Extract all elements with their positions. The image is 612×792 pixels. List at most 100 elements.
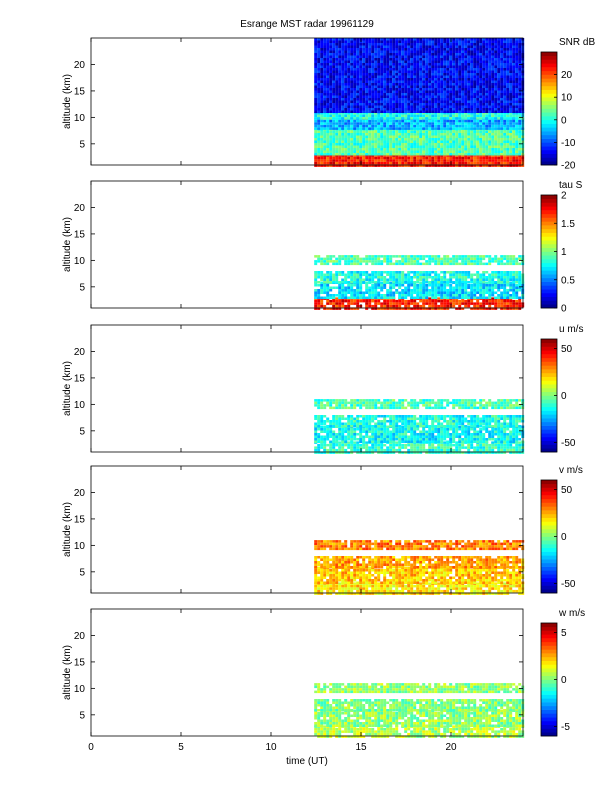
- snr-cell: [323, 159, 327, 162]
- tau-cell: [359, 281, 363, 284]
- snr-cell: [470, 140, 474, 143]
- snr-cell: [398, 153, 402, 156]
- snr-cell: [449, 48, 453, 51]
- snr-cell: [353, 53, 357, 56]
- snr-cell: [350, 98, 354, 101]
- snr-cell: [332, 153, 336, 156]
- snr-cell: [389, 38, 393, 41]
- tau-cell: [320, 273, 324, 276]
- snr-cell: [443, 80, 447, 83]
- snr-cell: [416, 90, 420, 93]
- snr-cell: [332, 161, 336, 165]
- tau-cell: [389, 284, 393, 287]
- snr-cell: [422, 93, 426, 96]
- snr-cell: [365, 83, 369, 86]
- tau-cell: [431, 257, 435, 261]
- snr-cell: [407, 78, 411, 81]
- snr-cell: [518, 43, 522, 46]
- snr-cell: [362, 108, 366, 111]
- snr-colorbar-step: [541, 153, 557, 158]
- tau-cell: [413, 255, 417, 258]
- snr-cell: [473, 55, 477, 58]
- snr-cell: [443, 75, 447, 78]
- tau-cell: [341, 289, 345, 292]
- snr-cell: [449, 150, 453, 153]
- snr-cell: [515, 135, 519, 138]
- snr-cell: [374, 50, 378, 53]
- tau-cell: [347, 289, 351, 292]
- tau-cell: [419, 255, 423, 258]
- tau-cell: [515, 299, 519, 303]
- snr-cell: [314, 50, 318, 53]
- snr-cell: [353, 135, 357, 138]
- tau-cell: [431, 284, 435, 287]
- snr-cell: [347, 110, 351, 113]
- snr-cell: [407, 156, 411, 160]
- snr-cell: [473, 154, 477, 157]
- snr-cell: [335, 164, 339, 167]
- snr-cell: [458, 98, 462, 101]
- tau-cell: [413, 286, 417, 289]
- snr-cell: [473, 117, 477, 120]
- snr-cell: [437, 43, 441, 46]
- snr-cell: [440, 40, 444, 43]
- snr-cell: [437, 55, 441, 58]
- tau-cell: [380, 289, 384, 292]
- snr-cell: [458, 112, 462, 115]
- tau-cell: [320, 271, 324, 274]
- tau-cell: [506, 289, 510, 292]
- snr-cell: [425, 153, 429, 156]
- tau-cell: [503, 307, 507, 310]
- tau-cell: [503, 276, 507, 279]
- snr-cell: [434, 53, 438, 56]
- snr-cell: [377, 43, 381, 46]
- snr-cell: [479, 93, 483, 96]
- tau-cell: [485, 286, 489, 289]
- snr-cell: [464, 156, 468, 160]
- snr-cell: [365, 127, 369, 130]
- snr-cell: [413, 114, 417, 118]
- snr-cell: [353, 140, 357, 143]
- snr-cell: [446, 112, 450, 115]
- snr-cell: [464, 110, 468, 113]
- snr-cell: [446, 154, 450, 157]
- snr-cell: [377, 119, 381, 123]
- snr-cell: [344, 63, 348, 66]
- snr-cell: [476, 53, 480, 56]
- snr-cell: [365, 75, 369, 78]
- snr-cell: [344, 83, 348, 86]
- snr-cell: [476, 156, 480, 160]
- snr-cell: [443, 45, 447, 48]
- snr-cell: [488, 48, 492, 51]
- tau-cell: [377, 286, 381, 289]
- snr-cell: [443, 95, 447, 98]
- snr-cell: [419, 148, 423, 151]
- snr-cell: [416, 154, 420, 157]
- tau-cell: [389, 299, 393, 303]
- snr-cell: [356, 68, 360, 71]
- snr-cell: [365, 122, 369, 125]
- snr-cell: [392, 58, 396, 61]
- snr-cell: [410, 110, 414, 113]
- snr-cell: [413, 100, 417, 103]
- tau-cell: [365, 281, 369, 284]
- snr-cell: [440, 68, 444, 71]
- snr-cell: [377, 58, 381, 61]
- tau-cell: [512, 271, 516, 274]
- snr-cell: [443, 124, 447, 128]
- snr-cell: [425, 60, 429, 63]
- snr-cell: [446, 114, 450, 118]
- tau-cell: [323, 257, 327, 261]
- snr-cell: [419, 114, 423, 118]
- snr-cell: [317, 133, 321, 136]
- snr-cell: [455, 138, 459, 141]
- snr-cell: [440, 45, 444, 48]
- snr-cell: [515, 145, 519, 148]
- snr-cell: [380, 114, 384, 118]
- snr-cell: [356, 122, 360, 125]
- snr-cell: [368, 148, 372, 151]
- snr-cell: [404, 143, 408, 146]
- snr-cell: [446, 161, 450, 165]
- snr-cell: [338, 55, 342, 58]
- snr-cell: [347, 90, 351, 93]
